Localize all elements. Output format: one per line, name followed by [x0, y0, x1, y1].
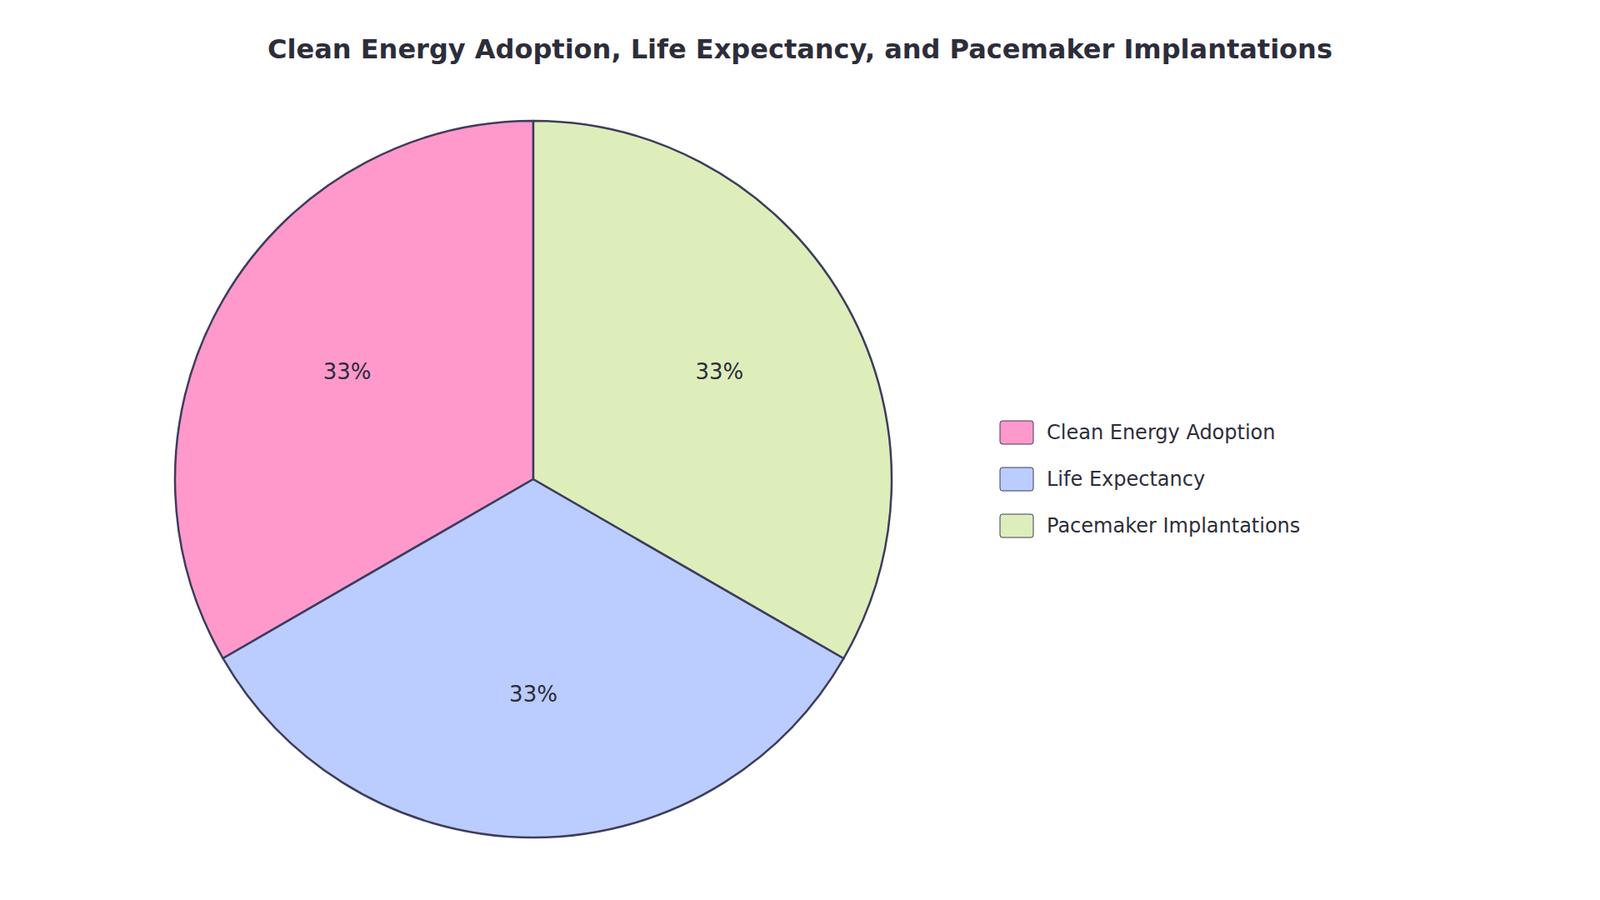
legend-entry: Clean Energy Adoption	[1046, 420, 1276, 445]
pie	[175, 120, 892, 838]
legend-swatch	[1000, 420, 1034, 445]
legend-entry: Pacemaker Implantations	[1046, 514, 1300, 538]
pie-slice	[533, 120, 892, 659]
data-label: 33%	[695, 359, 745, 385]
legend-swatch	[1000, 514, 1034, 538]
chart: Clean Energy Adoption, Life Expectancy, …	[0, 0, 1600, 900]
title: Clean Energy Adoption, Life Expectancy, …	[267, 33, 1333, 65]
data-labels: 33% 33% 33%	[323, 359, 745, 707]
data-label: 33%	[509, 681, 558, 707]
legend-entry: Life Expectancy	[1046, 467, 1205, 491]
legend: Clean Energy Adoption Life Expectancy Pace…	[1000, 420, 1300, 538]
background	[0, 0, 1600, 900]
data-label: 33%	[323, 359, 372, 385]
legend-swatch	[1000, 467, 1034, 491]
